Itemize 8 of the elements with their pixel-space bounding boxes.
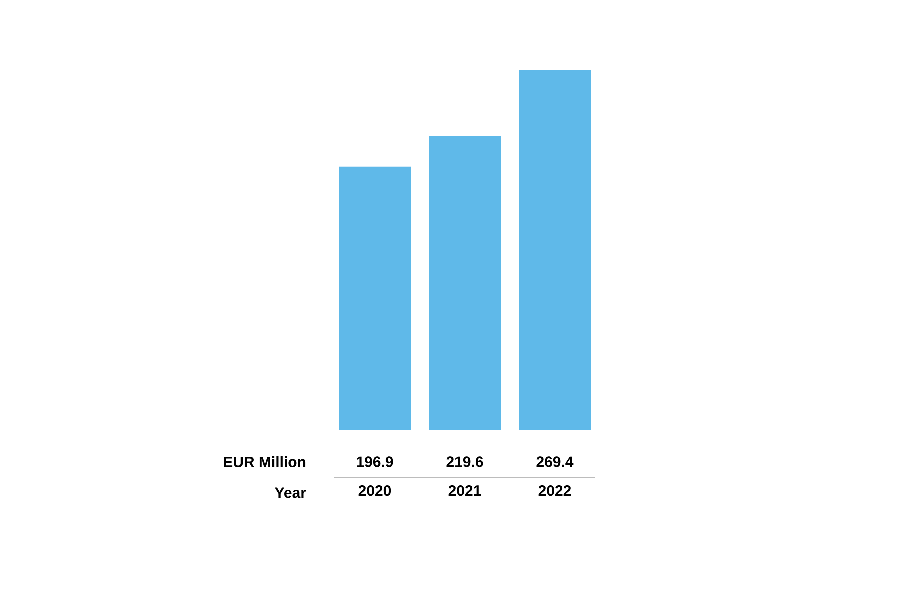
data-label: 219.6 [446, 456, 484, 468]
x-tick-label: 2020 [358, 486, 392, 496]
x-axis-title: Year [275, 488, 306, 498]
x-tick-label: 2022 [538, 486, 572, 496]
data-label: 196.9 [357, 456, 394, 468]
x-tick-label: 2021 [448, 486, 482, 496]
y-axis-title: EUR Million [224, 456, 306, 468]
data-label: 269.4 [536, 456, 574, 468]
